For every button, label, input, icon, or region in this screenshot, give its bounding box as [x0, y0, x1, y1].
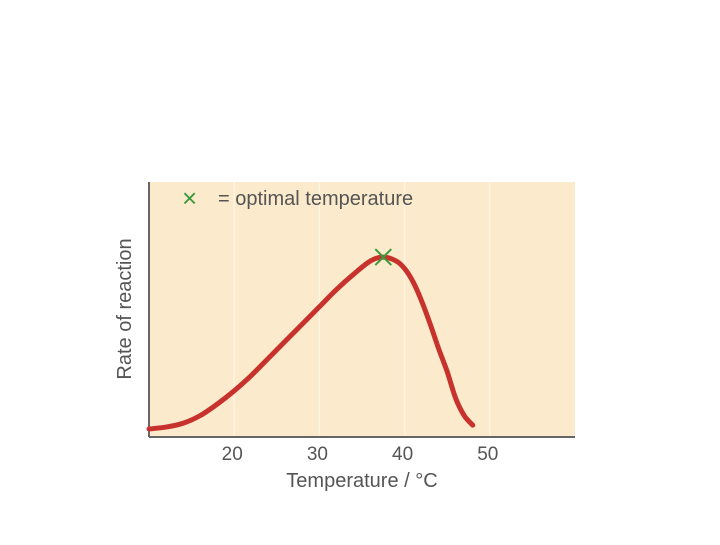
marker-layer — [374, 248, 393, 266]
legend-marker: × — [182, 183, 197, 213]
rate-curve — [146, 254, 476, 432]
x-tick-label-40: 40 — [392, 444, 413, 465]
x-tick-label-50: 50 — [477, 444, 498, 465]
optimal-temperature-marker — [374, 248, 393, 266]
series-layer — [146, 254, 476, 432]
x-tick-label-20: 20 — [222, 444, 243, 465]
x-axis-label: Temperature / °C — [286, 470, 437, 492]
legend: × = optimal temperature — [182, 183, 413, 213]
marker-stroke-2 — [374, 248, 393, 266]
y-axis-label: Rate of reaction — [114, 238, 136, 379]
legend-label: = optimal temperature — [218, 188, 413, 210]
axes: 20 30 40 50 — [148, 182, 575, 465]
grid-lines — [233, 182, 491, 437]
plot-area — [149, 182, 575, 437]
x-tick-label-30: 30 — [307, 444, 328, 465]
